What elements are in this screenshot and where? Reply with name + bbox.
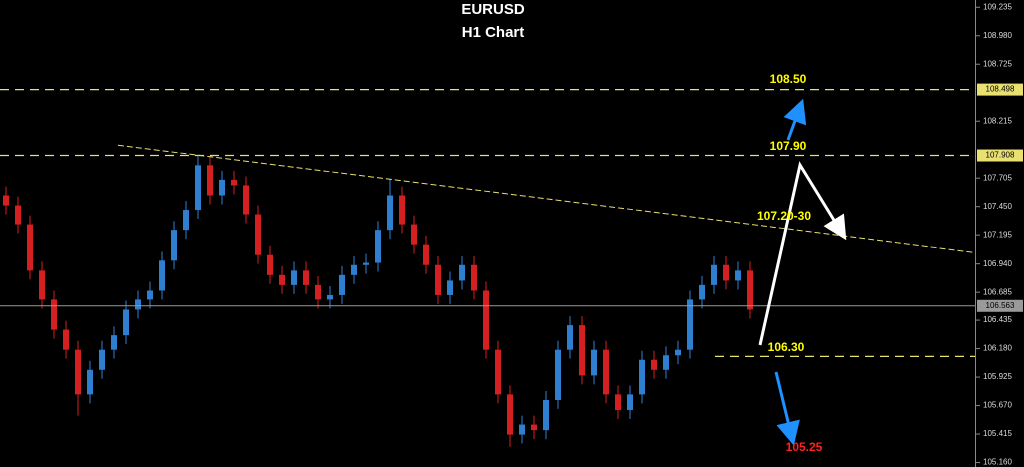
candle-body [591,349,597,376]
candle-body [723,264,729,281]
y-tick-label: 106.940 [983,259,1012,268]
price-tag-label: 108.498 [986,85,1015,94]
candle-body [3,195,9,206]
y-tick-label: 105.925 [983,372,1012,381]
candle-body [27,224,33,271]
candle-body [603,349,609,395]
candle-body [171,230,177,261]
candle-body [579,325,585,376]
candle-body [327,294,333,300]
candle-body [87,369,93,395]
price-tag [977,299,1023,312]
candle-body [507,394,513,435]
candle-body [447,280,453,295]
candle-body [687,299,693,350]
candle-body [471,264,477,291]
annotation: 106.30 [768,340,805,354]
candle-body [39,270,45,300]
y-tick-label: 107.705 [983,173,1012,182]
chart-subtitle: H1 Chart [462,24,525,41]
candle-body [75,349,81,395]
candle-body [423,244,429,265]
candle-body [411,224,417,245]
chart-title: EURUSD [461,1,525,18]
annotation: 107.20-30 [757,209,811,223]
candle-body [147,290,153,300]
candle-body [519,424,525,435]
y-tick-label: 105.160 [983,458,1012,467]
candle-body [15,205,21,225]
candle-body [675,349,681,356]
price-tag [977,83,1023,96]
candle-body [219,179,225,196]
candle-body [63,329,69,350]
y-tick-label: 105.670 [983,401,1012,410]
y-tick-label: 107.195 [983,230,1012,239]
candle-body [495,349,501,395]
candle-body [255,214,261,255]
candle-body [531,424,537,431]
annotation: 105.25 [786,440,823,454]
candle-body [267,254,273,275]
price-tag [977,149,1023,162]
candle-body [567,325,573,350]
y-tick-label: 109.235 [983,2,1012,11]
y-tick-label: 106.435 [983,315,1012,324]
candle-body [663,355,669,370]
candle-body [363,262,369,265]
candle-body [207,165,213,196]
candle-body [399,195,405,225]
candle-body [183,210,189,231]
y-tick-label: 105.415 [983,429,1012,438]
candle-body [279,274,285,285]
price-tag-label: 106.563 [986,301,1015,310]
candle-body [231,179,237,186]
candle-body [315,284,321,300]
candle-body [483,290,489,350]
y-tick-label: 108.980 [983,31,1012,40]
candle-body [615,394,621,411]
y-tick-label: 106.180 [983,344,1012,353]
candle-body [747,270,753,310]
arrow [783,98,807,141]
candle-body [735,270,741,281]
candle-body [135,299,141,310]
annotation: 108.50 [770,72,807,86]
candle-body [111,335,117,350]
candle-body [159,260,165,291]
candle-body [99,349,105,370]
y-tick-label: 108.725 [983,59,1012,68]
candle-body [195,165,201,211]
candle-body [699,284,705,300]
candle-body [639,359,645,395]
price-tag-label: 107.908 [986,151,1015,160]
arrow [758,161,847,346]
arrow [774,371,800,446]
candle-body [627,394,633,411]
candle-body [291,270,297,285]
candle-body [339,274,345,295]
candle-body [435,264,441,295]
candle-body [555,349,561,400]
candle-body [303,270,309,285]
candle-body [123,309,129,336]
candle-body [711,264,717,285]
y-tick-label: 108.215 [983,116,1012,125]
candle-body [351,264,357,275]
annotation: 107.90 [770,139,807,153]
y-tick-label: 107.450 [983,202,1012,211]
candle-body [459,264,465,281]
candle-body [543,399,549,431]
candle-body [651,359,657,370]
candle-body [375,230,381,263]
y-tick-label: 106.685 [983,287,1012,296]
candle-body [51,299,57,330]
candle-body [387,195,393,231]
candle-body [243,185,249,215]
